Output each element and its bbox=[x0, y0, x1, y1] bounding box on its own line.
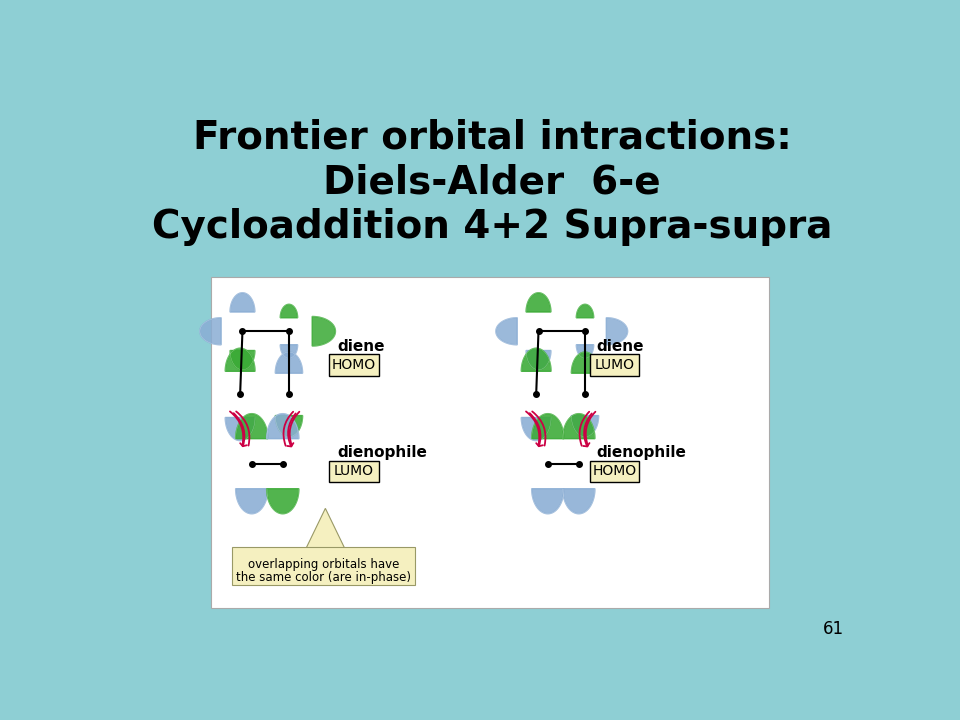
Text: diene: diene bbox=[337, 339, 385, 354]
Text: Cycloaddition 4+2 Supra-supra: Cycloaddition 4+2 Supra-supra bbox=[152, 208, 832, 246]
Polygon shape bbox=[280, 305, 298, 318]
Polygon shape bbox=[607, 318, 628, 345]
Text: LUMO: LUMO bbox=[334, 464, 374, 478]
Text: HOMO: HOMO bbox=[332, 358, 376, 372]
Polygon shape bbox=[200, 318, 221, 345]
Text: dienophile: dienophile bbox=[596, 446, 686, 460]
FancyBboxPatch shape bbox=[589, 354, 639, 376]
Text: HOMO: HOMO bbox=[592, 464, 636, 478]
Polygon shape bbox=[576, 345, 593, 359]
Polygon shape bbox=[230, 293, 254, 312]
Polygon shape bbox=[496, 318, 517, 345]
Polygon shape bbox=[576, 305, 593, 318]
Polygon shape bbox=[267, 414, 299, 438]
Polygon shape bbox=[306, 508, 345, 549]
Polygon shape bbox=[532, 414, 564, 438]
Polygon shape bbox=[226, 348, 255, 372]
FancyBboxPatch shape bbox=[329, 461, 379, 482]
Text: Frontier orbital intractions:: Frontier orbital intractions: bbox=[193, 119, 791, 157]
Polygon shape bbox=[521, 348, 551, 372]
FancyBboxPatch shape bbox=[211, 277, 770, 608]
Text: 61: 61 bbox=[823, 620, 844, 638]
Polygon shape bbox=[526, 293, 551, 312]
FancyBboxPatch shape bbox=[232, 547, 415, 585]
Polygon shape bbox=[532, 489, 564, 514]
Polygon shape bbox=[230, 351, 254, 370]
Polygon shape bbox=[235, 414, 268, 438]
Text: dienophile: dienophile bbox=[337, 446, 427, 460]
Polygon shape bbox=[563, 489, 595, 514]
Polygon shape bbox=[563, 414, 595, 438]
FancyBboxPatch shape bbox=[329, 354, 379, 376]
Text: LUMO: LUMO bbox=[594, 358, 635, 372]
Polygon shape bbox=[521, 418, 551, 441]
FancyBboxPatch shape bbox=[589, 461, 639, 482]
Polygon shape bbox=[571, 415, 599, 437]
Polygon shape bbox=[312, 317, 335, 346]
Polygon shape bbox=[226, 418, 255, 441]
Polygon shape bbox=[280, 345, 298, 359]
Polygon shape bbox=[276, 352, 302, 373]
Polygon shape bbox=[571, 352, 599, 373]
Polygon shape bbox=[235, 489, 268, 514]
Polygon shape bbox=[276, 415, 302, 437]
Polygon shape bbox=[526, 351, 551, 370]
Text: diene: diene bbox=[596, 339, 644, 354]
Text: Diels-Alder  6-e: Diels-Alder 6-e bbox=[324, 163, 660, 202]
Text: overlapping orbitals have: overlapping orbitals have bbox=[248, 559, 399, 572]
Text: the same color (are in-phase): the same color (are in-phase) bbox=[236, 571, 411, 584]
Polygon shape bbox=[267, 489, 299, 514]
